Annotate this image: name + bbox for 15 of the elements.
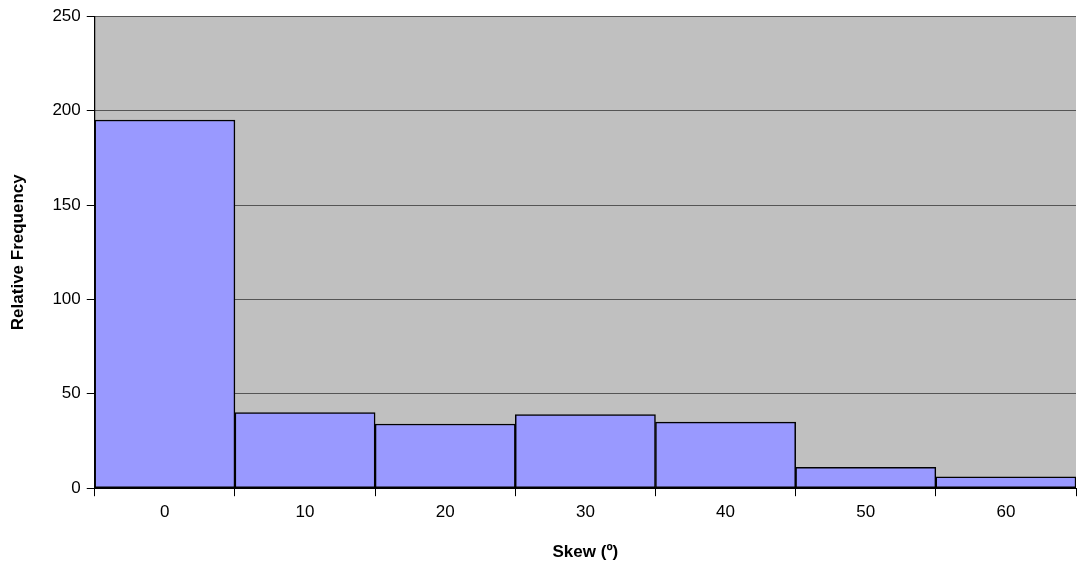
x-tick-label: 50 [856, 502, 876, 522]
x-tick-label: 30 [575, 502, 595, 522]
y-tick-label: 200 [52, 100, 81, 120]
y-tick-label: 100 [52, 289, 81, 309]
x-tick-label: 40 [716, 502, 736, 522]
y-tick-label: 0 [71, 477, 81, 497]
y-tick-label: 250 [52, 5, 81, 25]
x-axis-title: Skew (º) [552, 542, 619, 562]
x-tick-label: 0 [160, 502, 170, 522]
y-tick-label: 150 [52, 194, 81, 214]
x-tick-label: 20 [435, 502, 455, 522]
x-tick-label: 60 [996, 502, 1016, 522]
x-tick-label: 10 [295, 502, 315, 522]
y-tick-label: 50 [61, 383, 81, 403]
y-axis-title: Relative Frequency [7, 173, 27, 331]
